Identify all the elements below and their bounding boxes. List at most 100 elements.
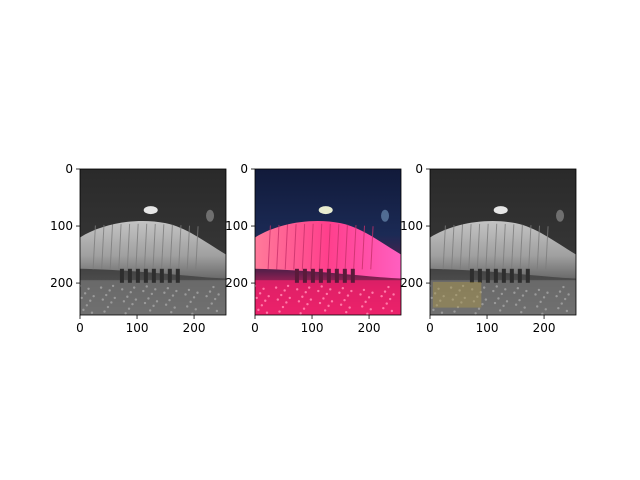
- body-segment: [301, 223, 306, 270]
- gravel-speck: [484, 298, 488, 301]
- gravel-speck: [505, 300, 509, 303]
- gravel-speck: [555, 294, 558, 298]
- y-tick-label: 0: [65, 162, 73, 176]
- gravel-speck: [132, 286, 136, 289]
- gravel-speck: [127, 307, 131, 310]
- body-segment: [186, 225, 190, 270]
- gravel-speck: [267, 294, 270, 298]
- body-segment: [161, 224, 165, 270]
- gravel-speck: [367, 296, 371, 299]
- gravel-speck: [212, 285, 215, 289]
- gravel-speck: [327, 304, 330, 308]
- gravel-speck: [187, 288, 191, 292]
- y-tick-label: 200: [50, 276, 73, 290]
- gravel-speck: [276, 298, 280, 301]
- gravel-speck: [437, 287, 440, 290]
- gravel-speck: [493, 301, 497, 305]
- gravel-speck: [364, 300, 367, 304]
- gravel-speck: [189, 300, 192, 304]
- gravel-speck: [537, 288, 541, 292]
- gravel-speck: [299, 312, 302, 315]
- isopod-leg: [477, 268, 482, 283]
- axes-frame: [429, 168, 577, 316]
- x-tick-label: 200: [533, 321, 556, 335]
- body-segment: [118, 224, 122, 270]
- gravel-speck: [288, 296, 291, 300]
- gravel-speck: [262, 287, 265, 290]
- gravel-speck: [111, 284, 115, 288]
- gravel-speck: [479, 290, 482, 294]
- image-panel-1: 0 100 200 0 100 200: [50, 162, 227, 335]
- gravel-speck: [546, 291, 549, 294]
- gravel-speck: [388, 297, 392, 301]
- body-segment: [476, 223, 481, 270]
- gravel-speck: [339, 303, 343, 306]
- gravel-speck: [476, 295, 479, 298]
- body-segment: [318, 223, 323, 270]
- gravel-speck: [492, 289, 495, 293]
- gravel-speck: [309, 298, 313, 301]
- axes-frame: [79, 168, 227, 316]
- body-segment: [545, 226, 549, 270]
- gravel-speck: [453, 310, 456, 313]
- gravel-speck: [435, 304, 439, 307]
- gravel-speck: [150, 292, 154, 296]
- gravel-speck: [101, 298, 105, 301]
- body-segment: [528, 225, 532, 270]
- image-panel-2: 0 100 200 0 100 200: [225, 162, 402, 335]
- gravel-speck: [514, 303, 518, 306]
- gravel-speck: [143, 301, 147, 305]
- gravel-speck: [318, 301, 322, 305]
- gravel-speck: [208, 290, 212, 293]
- gravel-speck: [542, 296, 546, 299]
- isopod-leg: [310, 268, 315, 283]
- gravel-speck: [142, 289, 145, 293]
- gravel-speck: [495, 285, 498, 288]
- gravel-speck: [85, 304, 89, 307]
- body-segment: [451, 224, 455, 270]
- body-segment: [459, 224, 464, 270]
- gravel-speck: [283, 289, 286, 292]
- body-segment: [468, 224, 472, 270]
- x-tick-label: 100: [126, 321, 149, 335]
- gravel-speck: [186, 305, 189, 308]
- gravel-speck: [274, 286, 278, 289]
- body-segment: [361, 225, 365, 270]
- y-tick-label: 200: [225, 276, 248, 290]
- photo-image: [255, 169, 401, 315]
- gravel-speck: [87, 287, 90, 290]
- y-tick-label: 100: [225, 219, 248, 233]
- isopod-leg: [135, 268, 140, 283]
- y-tick-label: 100: [50, 219, 73, 233]
- gravel-speck: [563, 297, 567, 301]
- gravel-speck: [164, 303, 168, 306]
- gravel-speck: [103, 310, 106, 313]
- gravel-speck: [126, 295, 129, 298]
- gravel-speck: [536, 305, 539, 308]
- gravel-speck: [297, 300, 301, 303]
- gravel-speck: [451, 298, 455, 301]
- gravel-speck: [106, 305, 110, 309]
- y-tick-label: 100: [400, 219, 423, 233]
- gravel-speck: [504, 288, 507, 291]
- isopod-leg: [151, 268, 156, 283]
- gravel-speck: [481, 302, 484, 306]
- gravel-speck: [317, 289, 320, 293]
- isopod-leg: [326, 268, 331, 283]
- y-tick-label: 200: [400, 276, 423, 290]
- gravel-speck: [168, 298, 171, 302]
- gravel-speck: [518, 298, 521, 302]
- body-segment: [267, 225, 271, 270]
- gravel-speck: [516, 286, 520, 290]
- gravel-speck: [502, 304, 505, 308]
- gravel-speck: [477, 307, 481, 310]
- gravel-speck: [191, 312, 194, 315]
- body-segment: [276, 224, 280, 270]
- gravel-speck: [205, 294, 208, 298]
- gravel-speck: [145, 285, 148, 288]
- gravel-speck: [196, 291, 199, 294]
- x-tick-label: 0: [76, 321, 84, 335]
- x-tick-label: 200: [183, 321, 206, 335]
- gravel-speck: [430, 296, 433, 300]
- isopod-leg: [485, 268, 490, 283]
